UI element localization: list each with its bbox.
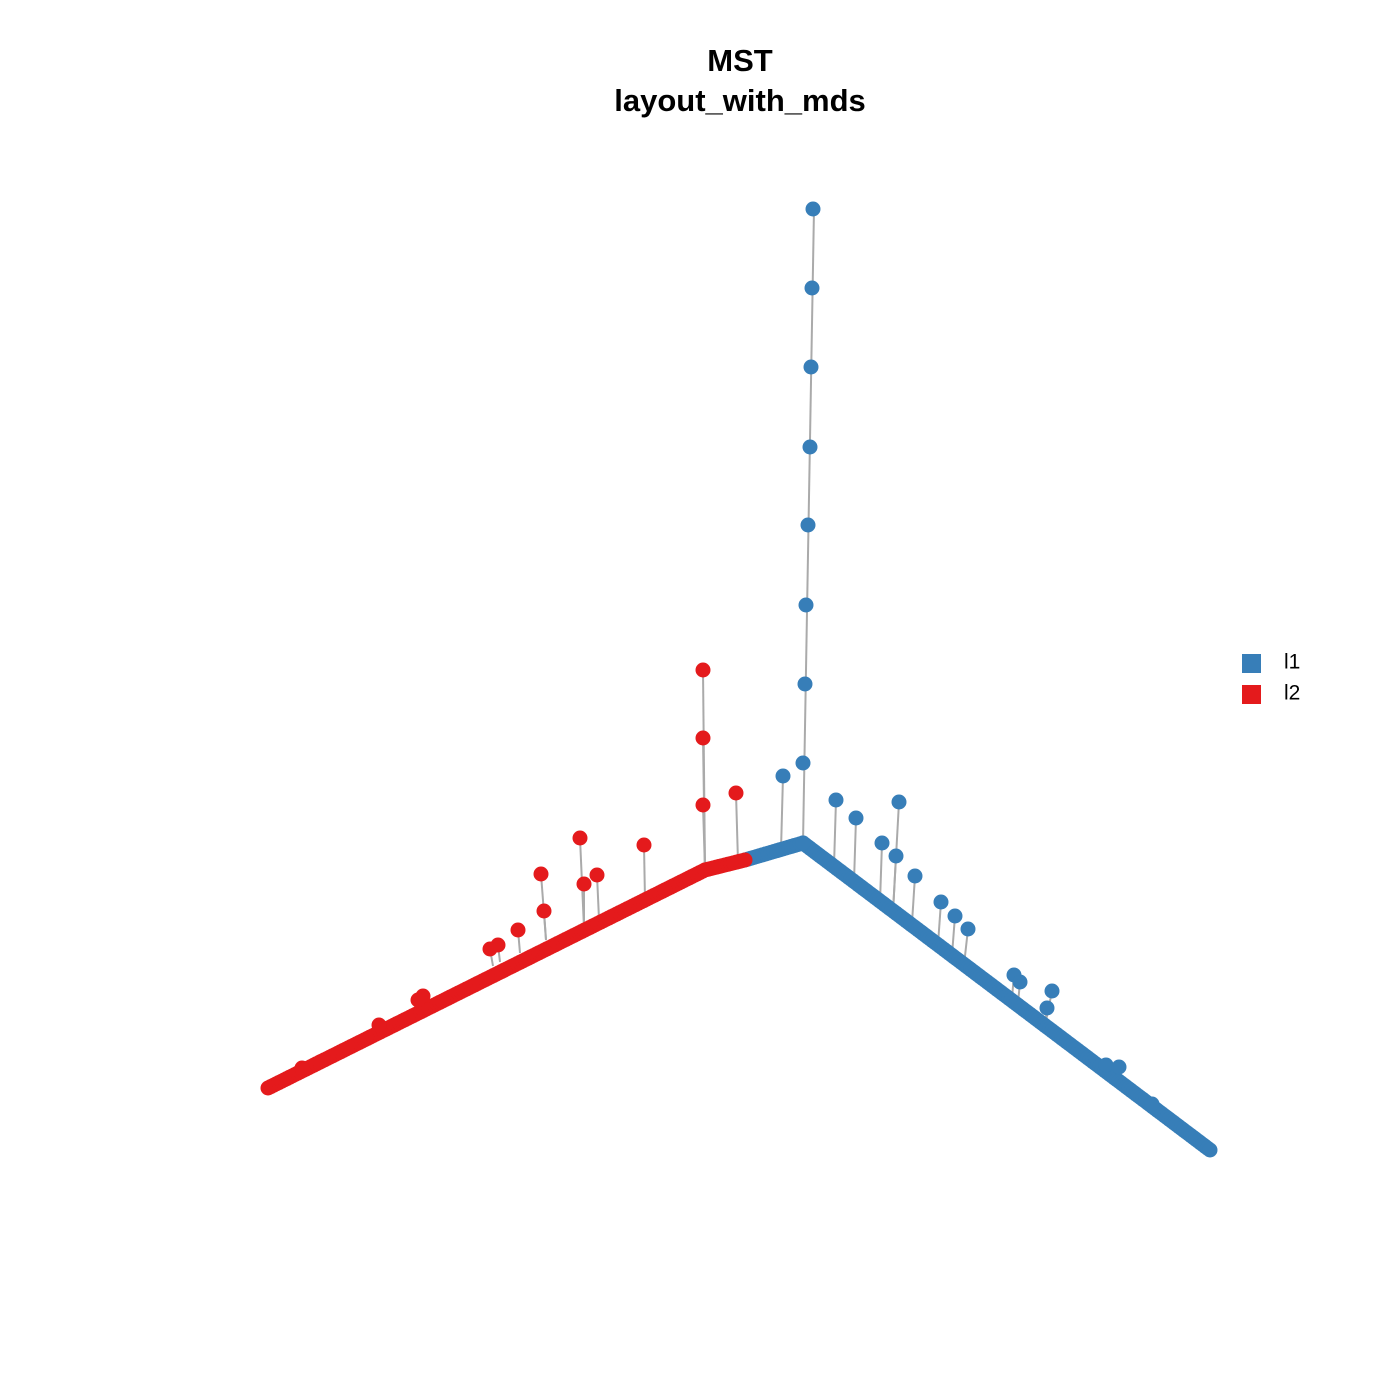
edge	[735, 792, 739, 863]
node	[510, 922, 526, 938]
edges	[301, 208, 1153, 1107]
edge	[911, 875, 916, 924]
node	[371, 1017, 387, 1033]
node	[737, 852, 753, 868]
node	[874, 835, 890, 851]
node	[775, 768, 791, 784]
edge	[643, 844, 646, 901]
node	[695, 662, 711, 678]
legend-label: l2	[1284, 682, 1300, 705]
edge	[780, 775, 784, 851]
node	[695, 797, 711, 813]
node	[1111, 1059, 1127, 1075]
node	[933, 894, 949, 910]
node	[1012, 974, 1028, 990]
edge	[702, 804, 706, 871]
node	[410, 992, 426, 1008]
node	[1039, 1000, 1055, 1016]
node	[589, 867, 605, 883]
node	[636, 837, 652, 853]
node	[572, 830, 588, 846]
node	[1202, 1142, 1218, 1158]
node	[536, 903, 552, 919]
node	[294, 1060, 310, 1076]
legend-swatch	[1242, 654, 1261, 673]
node	[576, 876, 592, 892]
node	[907, 868, 923, 884]
node	[1044, 983, 1060, 999]
node	[695, 730, 711, 746]
node	[482, 941, 498, 957]
node	[888, 848, 904, 864]
node	[802, 439, 818, 455]
node	[804, 280, 820, 296]
legend-label: l1	[1284, 651, 1300, 674]
nodes	[260, 201, 1218, 1158]
node	[828, 792, 844, 808]
node	[848, 810, 864, 826]
node	[800, 517, 816, 533]
legend-swatch	[1242, 685, 1261, 704]
node	[798, 597, 814, 613]
node	[803, 359, 819, 375]
node	[795, 755, 811, 771]
node	[797, 676, 813, 692]
node	[1144, 1096, 1160, 1112]
edge	[853, 817, 857, 883]
node	[805, 201, 821, 217]
node	[728, 785, 744, 801]
edge	[833, 799, 837, 867]
node	[533, 866, 549, 882]
node	[891, 794, 907, 810]
node	[312, 1054, 328, 1070]
subtitle: layout_with_mds	[614, 83, 866, 118]
node	[960, 921, 976, 937]
node	[795, 835, 811, 851]
title: MST	[707, 43, 773, 78]
node	[947, 908, 963, 924]
node	[1098, 1057, 1114, 1073]
